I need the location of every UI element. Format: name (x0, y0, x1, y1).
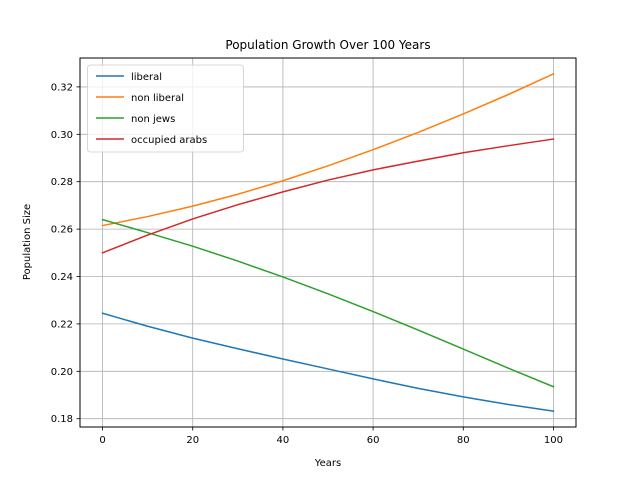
axis-ticks: 0 20 40 60 80 100 0.18 0.20 0.22 0.24 0.26 0.28 0.30… (51, 82, 563, 446)
legend-label: liberal (131, 72, 162, 83)
series-lines (101, 72, 555, 412)
legend-label: non jews (131, 114, 175, 125)
x-tick-label: 80 (457, 435, 470, 446)
y-tick-label: 0.32 (51, 82, 73, 93)
y-tick-label: 0.22 (51, 319, 73, 330)
series-line-non-liberal (101, 72, 555, 227)
y-tick-label: 0.28 (51, 177, 73, 188)
y-tick-label: 0.26 (51, 225, 73, 236)
series-line-liberal (101, 312, 555, 412)
legend-label: occupied arabs (131, 135, 207, 146)
y-tick-label: 0.30 (51, 130, 73, 141)
plot-frame (79, 57, 577, 428)
series-line-non-jews (101, 218, 555, 388)
x-tick-label: 40 (277, 435, 290, 446)
y-tick-label: 0.18 (51, 414, 73, 425)
chart-title: Population Growth Over 100 Years (225, 38, 430, 52)
legend: liberal non liberal non jews occupied arabs (87, 64, 244, 153)
x-tick-label: 100 (544, 435, 563, 446)
x-tick-label: 20 (186, 435, 199, 446)
y-axis-label: Population Size (22, 204, 33, 280)
y-tick-label: 0.20 (51, 367, 73, 378)
series-line-occupied-arabs (101, 138, 555, 254)
legend-box (87, 64, 244, 153)
x-tick-label: 60 (367, 435, 380, 446)
grid-lines (80, 58, 576, 427)
y-tick-label: 0.24 (51, 272, 73, 283)
legend-label: non liberal (131, 93, 184, 104)
x-axis-label: Years (314, 458, 341, 469)
x-tick-label: 0 (99, 435, 105, 446)
